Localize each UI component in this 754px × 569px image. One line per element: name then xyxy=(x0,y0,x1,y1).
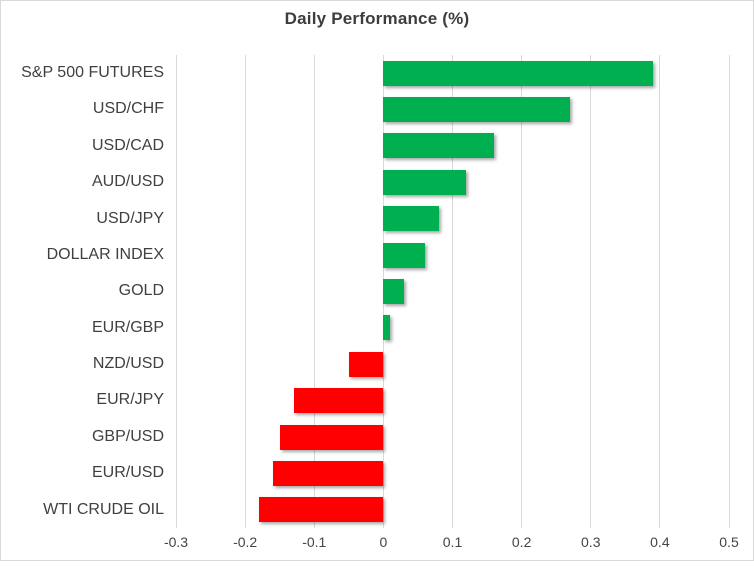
category-label: USD/CHF xyxy=(92,100,164,118)
bar-eur-gbp xyxy=(383,315,391,341)
chart-title: Daily Performance (%) xyxy=(284,9,470,28)
bar-wti-crude-oil xyxy=(258,497,384,523)
bar-usd-cad xyxy=(383,133,494,159)
category-label: GOLD xyxy=(118,282,164,300)
bar-eur-jpy xyxy=(293,388,384,414)
gridline xyxy=(452,55,453,528)
category-label: EUR/GBP xyxy=(91,318,164,336)
category-label: DOLLAR INDEX xyxy=(46,245,164,263)
x-tick-label: -0.1 xyxy=(302,534,327,550)
category-label: USD/JPY xyxy=(96,209,164,227)
category-axis-labels: S&P 500 FUTURES USD/CHF USD/CAD AUD/USD USD/… xyxy=(1,55,164,528)
x-tick-label: 0.5 xyxy=(719,534,739,550)
gridline xyxy=(313,55,315,528)
category-label: NZD/USD xyxy=(92,355,164,373)
category-label: AUD/USD xyxy=(91,173,164,191)
category-label: EUR/USD xyxy=(91,464,164,482)
category-label: WTI CRUDE OIL xyxy=(43,500,164,518)
x-tick-label: 0.4 xyxy=(650,534,670,550)
gridline xyxy=(244,55,246,528)
bar-aud-usd xyxy=(383,169,467,195)
x-tick-label: 0.3 xyxy=(581,534,601,550)
category-label: EUR/JPY xyxy=(96,391,164,409)
x-tick-label: 0.1 xyxy=(442,534,463,550)
x-tick-label: 0.2 xyxy=(511,534,532,550)
value-axis-ticks: -0.3 -0.2 -0.1 0 0.1 0.2 0.3 0.4 0.5 xyxy=(164,534,739,554)
bar-gold xyxy=(383,279,405,304)
bar-nzd-usd xyxy=(348,351,384,377)
gridline xyxy=(728,55,730,528)
gridline xyxy=(175,55,177,528)
x-tick-label: 0 xyxy=(379,534,388,550)
bar-usd-chf xyxy=(383,97,570,123)
category-label: GBP/USD xyxy=(91,427,164,445)
gridline xyxy=(659,55,661,528)
bar-dollar-index xyxy=(383,242,425,268)
plot-area xyxy=(175,55,730,528)
bar-eur-usd xyxy=(272,460,384,486)
x-tick-label: -0.2 xyxy=(233,534,258,550)
bar-s-p-500-futures xyxy=(383,60,653,86)
category-label: S&P 500 FUTURES xyxy=(21,64,164,81)
category-label: USD/CAD xyxy=(91,136,164,154)
gridline xyxy=(521,55,523,528)
gridline xyxy=(590,55,592,528)
bar-usd-jpy xyxy=(383,206,439,232)
bar-gbp-usd xyxy=(279,424,384,450)
x-tick-label: -0.3 xyxy=(163,534,189,550)
